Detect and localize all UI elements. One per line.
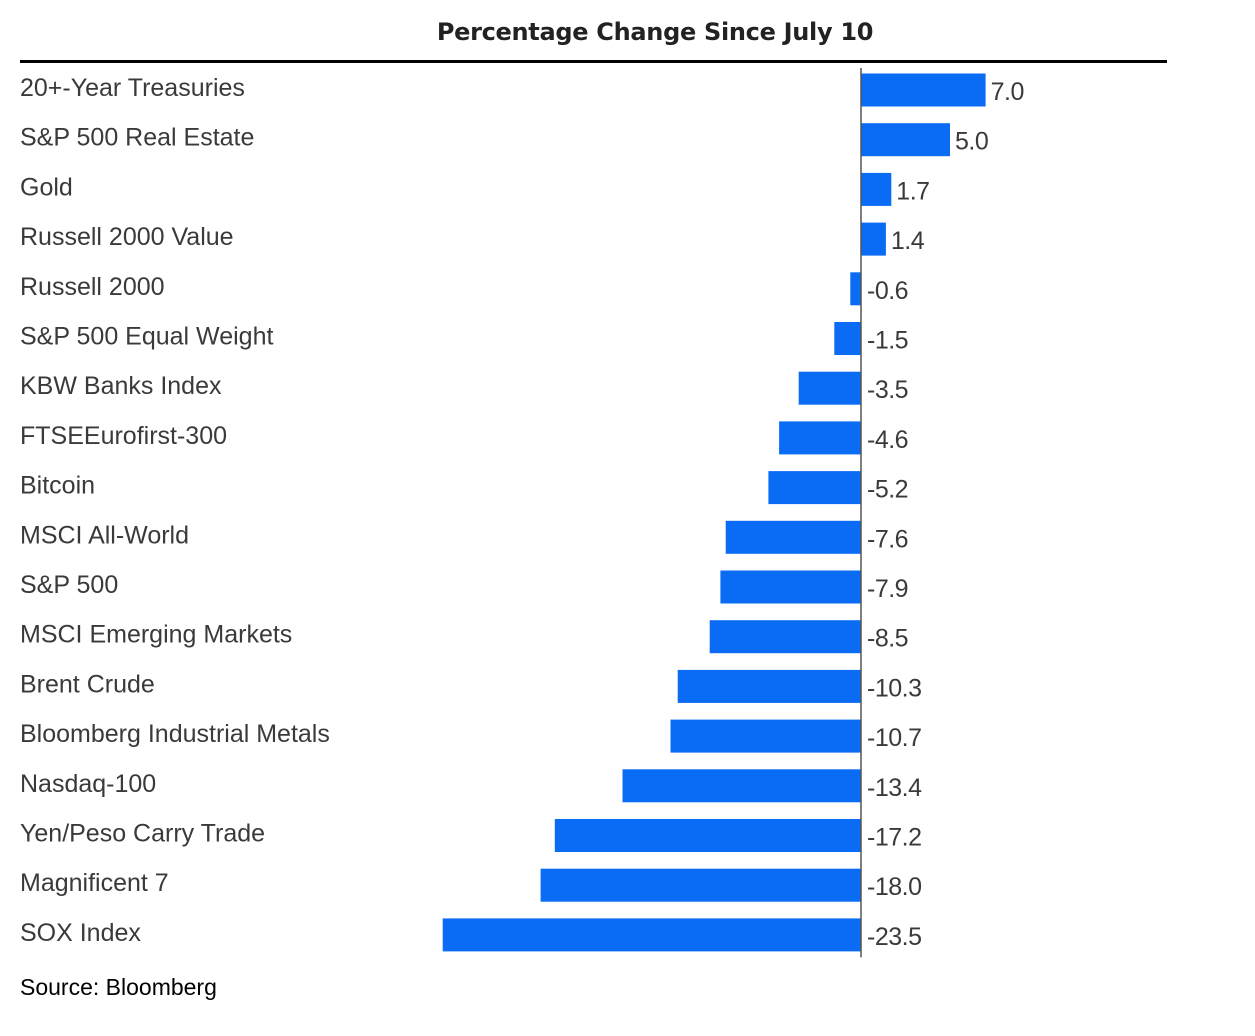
category-label: Bitcoin <box>20 472 95 500</box>
value-label: 1.7 <box>896 177 929 205</box>
value-label: -1.5 <box>867 327 908 355</box>
bar <box>670 719 861 753</box>
bar <box>798 371 861 405</box>
category-label: SOX Index <box>20 919 141 947</box>
chart-title: Percentage Change Since July 10 <box>436 18 874 46</box>
category-label: Bloomberg Industrial Metals <box>20 720 330 748</box>
value-label: -5.2 <box>867 476 908 504</box>
category-label: Yen/Peso Carry Trade <box>20 820 265 848</box>
value-label: 1.4 <box>891 227 925 255</box>
bars-layer <box>442 73 986 952</box>
value-label: -23.5 <box>867 923 921 951</box>
bar <box>677 669 861 703</box>
labels-layer: 20+-Year Treasuries 7.0 S&P 500 Real Estat… <box>20 74 1024 951</box>
value-label: -0.6 <box>867 277 908 305</box>
value-label: -17.2 <box>867 824 921 852</box>
bar <box>850 272 861 306</box>
category-label: Gold <box>20 173 73 201</box>
bar <box>861 123 950 157</box>
bar <box>779 421 861 455</box>
category-label: FTSEEurofirst-300 <box>20 422 227 450</box>
value-label: -10.3 <box>867 674 921 702</box>
category-label: 20+-Year Treasuries <box>20 74 245 102</box>
category-label: KBW Banks Index <box>20 372 222 400</box>
bar <box>725 520 861 554</box>
bar <box>861 73 986 107</box>
bar <box>442 918 861 952</box>
value-label: -8.5 <box>867 625 908 653</box>
value-label: 5.0 <box>955 128 988 156</box>
bar <box>554 819 861 852</box>
bar <box>861 222 886 256</box>
category-label: Magnificent 7 <box>20 869 169 897</box>
category-label: Russell 2000 Value <box>20 223 234 251</box>
bar <box>709 620 861 654</box>
value-label: -7.6 <box>867 525 908 553</box>
category-label: S&P 500 Equal Weight <box>20 323 273 351</box>
bar <box>540 868 861 902</box>
value-label: -10.7 <box>867 724 921 752</box>
bar <box>720 570 861 604</box>
bar <box>861 172 892 206</box>
category-label: Russell 2000 <box>20 273 165 301</box>
category-label: S&P 500 Real Estate <box>20 124 254 152</box>
category-label: MSCI All-World <box>20 521 189 549</box>
category-label: MSCI Emerging Markets <box>20 621 292 649</box>
value-label: -4.6 <box>867 426 908 454</box>
value-label: -13.4 <box>867 774 922 802</box>
bar <box>768 471 861 505</box>
value-label: -18.0 <box>867 873 921 901</box>
category-label: S&P 500 <box>20 571 118 599</box>
value-label: 7.0 <box>991 78 1024 106</box>
category-label: Nasdaq-100 <box>20 770 156 798</box>
title-rule <box>20 60 1167 63</box>
source-note: Source: Bloomberg <box>20 974 217 1000</box>
value-label: -3.5 <box>867 376 908 404</box>
bar <box>834 322 861 355</box>
value-label: -7.9 <box>867 575 908 603</box>
bar <box>622 769 861 803</box>
category-label: Brent Crude <box>20 670 155 698</box>
